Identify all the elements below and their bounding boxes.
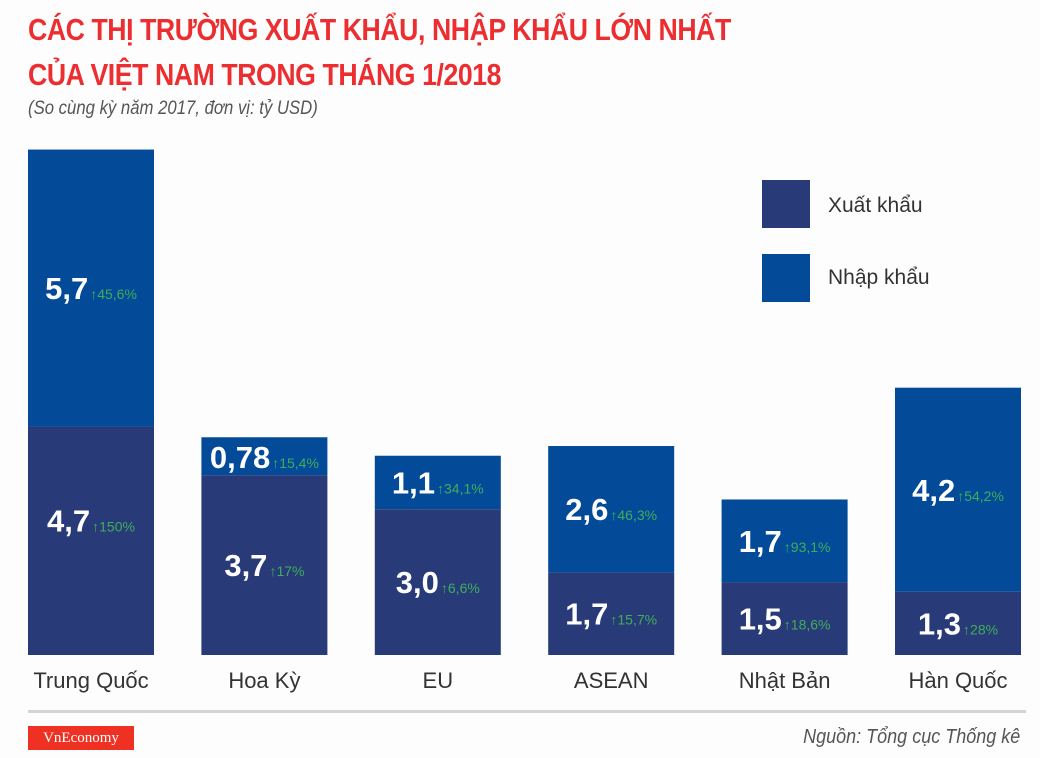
x-tick-label: ASEAN [574,668,649,693]
export-0-value: 4,7 [47,504,90,539]
export-1-growth: ↑17% [269,563,304,579]
export-4-value: 1,5 [739,602,782,637]
import-4-label: 1,7 ↑93,1% [739,524,831,559]
x-tick-label: Nhật Bản [739,668,831,693]
bar-export [374,509,501,655]
import-5-growth: ↑54,2% [957,488,1004,504]
export-0-growth: ↑150% [92,519,135,535]
export-2-label: 3,0 ↑6,6% [396,565,480,600]
legend-label-export: Xuất khẩu [828,194,923,217]
import-1-label: 0,78 ↑15,4% [210,440,319,475]
bar-export [895,591,1021,655]
import-2-growth: ↑34,1% [437,480,484,496]
bar-import [374,455,501,510]
export-5-label: 1,3 ↑28% [918,606,998,641]
x-tick-label: Hàn Quốc [908,668,1007,693]
export-3-value: 1,7 [565,597,608,632]
export-1-value: 3,7 [224,548,267,583]
export-1-label: 3,7 ↑17% [224,548,304,583]
legend-label-import: Nhập khẩu [828,266,930,289]
bar-import [895,387,1021,592]
export-3-label: 1,7 ↑15,7% [565,597,657,632]
import-1-growth: ↑15,4% [272,455,319,471]
x-tick-label: Trung Quốc [33,668,148,693]
import-4-growth: ↑93,1% [784,539,831,555]
bar-import [201,437,328,476]
source-note: Nguồn: Tổng cục Thống kê [802,726,1020,748]
export-4-growth: ↑18,6% [784,617,831,633]
x-tick-label: Hoa Kỳ [228,668,300,693]
stacked-bar-chart: 5,7 ↑45,6% 4,7 ↑150% Trung Quốc 0,78 ↑15,4% 3,7… [28,149,1021,693]
import-2-label: 1,1 ↑34,1% [392,465,484,500]
bar-export [721,582,848,655]
import-1-value: 0,78 [210,440,270,475]
bar-import [28,149,154,427]
import-4-value: 1,7 [739,524,782,559]
import-5-label: 4,2 ↑54,2% [912,473,1004,508]
subtitle: (So cùng kỳ năm 2017, đơn vị: tỷ USD) [28,98,318,119]
bar-import [548,446,675,573]
vneconomy-logo: VnEconomy [28,726,134,750]
export-3-growth: ↑15,7% [610,612,657,628]
bar-export [28,426,154,655]
title-line-2: CỦA VIỆT NAM TRONG THÁNG 1/2018 [28,57,502,92]
export-2-value: 3,0 [396,565,439,600]
export-2-growth: ↑6,6% [441,580,480,596]
import-0-growth: ↑45,6% [90,286,137,302]
import-3-growth: ↑46,3% [610,507,657,523]
bar-export [548,572,675,655]
export-4-label: 1,5 ↑18,6% [739,602,831,637]
bar-export [201,475,328,655]
import-0-value: 5,7 [45,271,88,306]
legend-swatch-import [762,254,810,302]
title-line-1: CÁC THỊ TRƯỜNG XUẤT KHẨU, NHẬP KHẨU LỚN … [28,12,731,47]
export-0-label: 4,7 ↑150% [47,504,135,539]
export-5-value: 1,3 [918,606,961,641]
footer-divider [28,710,1026,713]
import-2-value: 1,1 [392,465,435,500]
import-5-value: 4,2 [912,473,955,508]
legend-swatch-export [762,180,810,228]
export-5-growth: ↑28% [963,621,998,637]
bar-import [721,499,848,583]
import-0-label: 5,7 ↑45,6% [45,271,137,306]
import-3-label: 2,6 ↑46,3% [565,492,657,527]
import-3-value: 2,6 [565,492,608,527]
x-tick-label: EU [423,668,454,693]
